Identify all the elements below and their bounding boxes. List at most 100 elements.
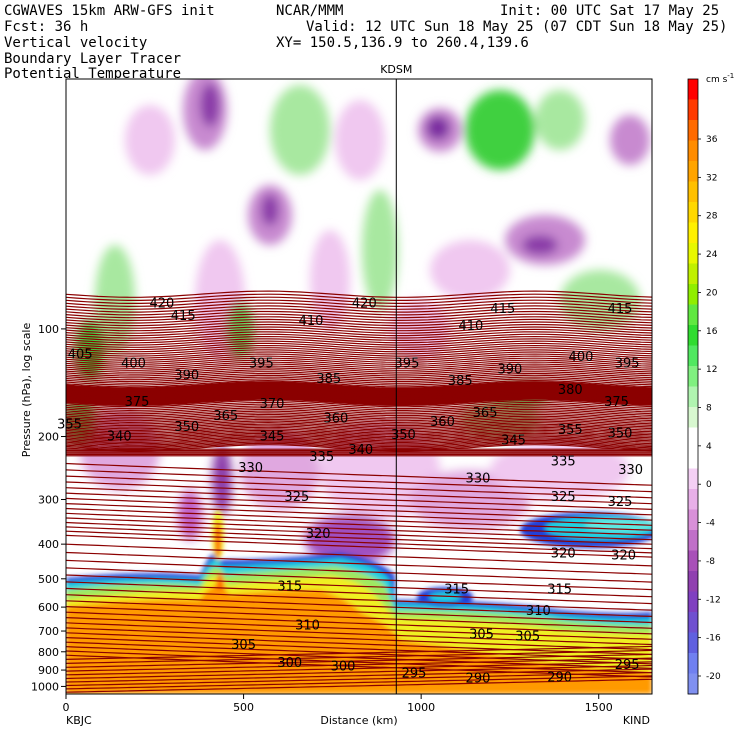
- theta-contour-line: [66, 296, 652, 304]
- theta-contour-line: [66, 405, 652, 413]
- organization-label: NCAR/MMM: [276, 3, 343, 19]
- init-time: Init: 00 UTC Sat 17 May 25: [500, 3, 719, 19]
- colorbar-swatch: [688, 366, 698, 387]
- theta-contour-label: 345: [501, 433, 526, 448]
- theta-contour-line: [66, 435, 652, 443]
- theta-contour-line: [66, 420, 652, 428]
- theta-contour-label: 340: [348, 443, 373, 458]
- y-tick-label: 200: [38, 431, 59, 444]
- theta-contour-line: [66, 371, 652, 379]
- theta-contour-label: 390: [498, 363, 523, 378]
- theta-contour-line: [66, 444, 652, 452]
- colorbar-swatch: [688, 468, 698, 490]
- theta-contour-line: [66, 534, 652, 558]
- colorbar-label: 8: [706, 404, 712, 414]
- colorbar-swatch: [688, 120, 698, 141]
- y-tick-label: 700: [38, 625, 59, 638]
- theta-contour-label: 410: [299, 314, 324, 329]
- theta-contour-line: [66, 512, 652, 536]
- colorbar-swatch: [688, 304, 698, 326]
- y-tick-label: 1000: [31, 680, 59, 693]
- theta-contour-line: [66, 318, 652, 327]
- theta-contour-label: 350: [174, 420, 199, 435]
- theta-contour-line: [66, 671, 652, 687]
- theta-contour-label: 395: [395, 357, 420, 372]
- theta-contour-line: [66, 293, 652, 301]
- theta-contour-line: [66, 668, 652, 683]
- theta-contour-label: 385: [316, 372, 341, 387]
- theta-contour-line: [66, 310, 652, 319]
- theta-contour-label: 360: [324, 411, 349, 426]
- valid-time: Valid: 12 UTC Sun 18 May 25 (07 CDT Sun …: [306, 19, 727, 35]
- theta-contour-label: 320: [611, 548, 636, 563]
- theta-contour-line: [66, 399, 652, 408]
- theta-contour-line: [66, 418, 652, 427]
- theta-contour-line: [66, 654, 652, 678]
- colorbar-label: 16: [706, 327, 718, 337]
- theta-contour-line: [66, 372, 652, 381]
- colorbar: 36 32 28 24 20 16 12 8 4 0 -4 -8 -12 -16 -20: [687, 78, 721, 695]
- theta-contour-label: 365: [213, 409, 238, 424]
- theta-contour-line: [66, 439, 652, 448]
- theta-contour-label: 300: [331, 660, 356, 675]
- theta-contour-line: [66, 526, 652, 550]
- theta-contour-label: 335: [551, 455, 576, 470]
- colorbar-swatch: [688, 202, 698, 223]
- colorbar-swatch: [688, 632, 698, 654]
- theta-contour-label: 365: [473, 406, 498, 421]
- field-boundary-layer-tracer: Boundary Layer Tracer: [4, 51, 181, 67]
- theta-contour-line: [66, 438, 652, 446]
- colorbar-swatch: [688, 407, 698, 428]
- theta-contour-line: [66, 331, 652, 339]
- theta-contour-label: 415: [490, 302, 515, 317]
- theta-contour-line: [66, 507, 652, 531]
- theta-contour-line: [66, 384, 652, 394]
- theta-contour-line: [66, 351, 652, 359]
- colorbar-label: 12: [706, 365, 717, 375]
- theta-contour-line: [66, 407, 652, 415]
- theta-contour-line: [66, 627, 652, 651]
- theta-contour-label: 350: [391, 428, 416, 443]
- theta-contour-label: 320: [306, 527, 331, 542]
- theta-contour-label: 420: [352, 297, 377, 312]
- theta-contour-line: [66, 363, 652, 371]
- theta-contour-line: [66, 421, 652, 430]
- theta-contour-label: 330: [238, 461, 263, 476]
- theta-contour-line: [66, 661, 652, 676]
- theta-contour-line: [66, 678, 652, 693]
- theta-contour-line: [66, 432, 652, 441]
- theta-contour-line: [66, 475, 652, 499]
- colorbar-swatch: [688, 530, 698, 551]
- x-tick-label: 0: [63, 701, 70, 714]
- theta-contour-line: [66, 574, 652, 598]
- y-tick-label: 100: [38, 323, 59, 336]
- theta-contour-line: [66, 632, 652, 656]
- theta-contour-line: [66, 646, 652, 669]
- theta-contour-line: [66, 365, 652, 373]
- colorbar-label: 24: [706, 250, 718, 260]
- colorbar-label: 36: [706, 135, 718, 145]
- theta-contour-line: [66, 462, 652, 486]
- theta-contour-label: 295: [615, 658, 640, 673]
- theta-contour-line: [66, 487, 652, 510]
- theta-contour-line: [66, 299, 652, 308]
- theta-contour-line: [66, 641, 652, 665]
- theta-contour-line: [66, 581, 652, 605]
- theta-contour-line: [66, 492, 652, 516]
- theta-contour-line: [66, 333, 652, 341]
- x-tick-label: 1500: [585, 701, 613, 714]
- theta-contour-line: [66, 594, 652, 617]
- x-axis: 0 500 1000 1500: [63, 694, 613, 714]
- theta-contour-line: [66, 313, 652, 322]
- theta-contour-line: [66, 379, 652, 388]
- colorbar-swatch: [688, 427, 698, 449]
- theta-contour-line: [66, 441, 652, 449]
- theta-contour-line: [66, 521, 652, 545]
- theta-contour-line: [66, 308, 652, 316]
- theta-contour-line: [66, 517, 652, 541]
- theta-contour-label: 305: [515, 629, 540, 644]
- theta-contour-line: [66, 429, 652, 438]
- theta-contour-line: [66, 392, 652, 402]
- y-tick-label: 300: [38, 493, 59, 506]
- colorbar-swatch: [688, 509, 698, 531]
